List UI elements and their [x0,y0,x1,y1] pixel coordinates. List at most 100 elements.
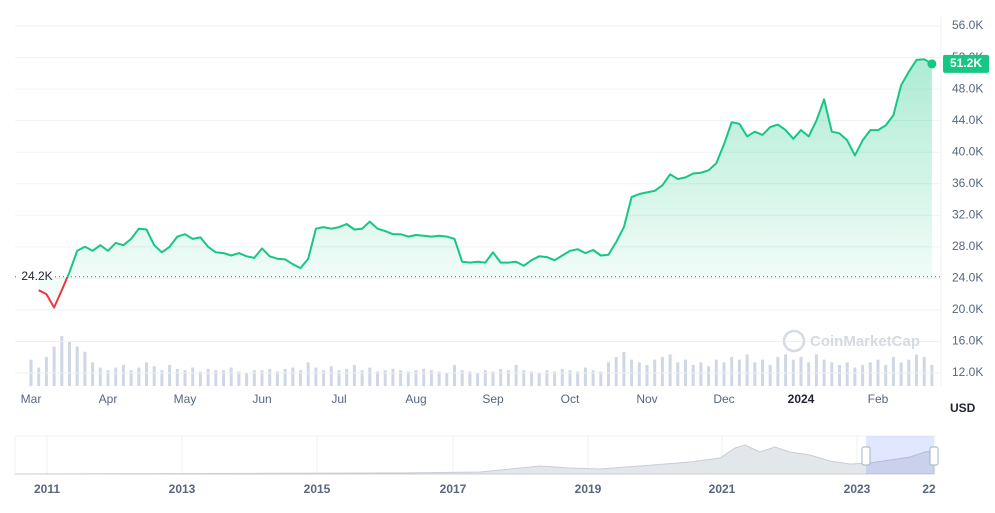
volume-bar [868,362,872,386]
volume-bar [853,367,857,386]
x-tick-label: Aug [405,392,426,406]
volume-bar [198,371,202,386]
volume-bar [121,364,125,386]
y-tick-label: 16.0K [952,334,983,348]
y-tick-label: 24.0K [952,271,983,285]
volume-bar [537,372,541,386]
volume-bar [129,370,133,386]
volume-bar [614,357,618,386]
volume-bar [337,370,341,386]
x-tick-label: May [174,392,197,406]
volume-bar [891,357,895,386]
navigator-label: 22 [922,482,936,496]
x-tick-label: Jul [331,392,346,406]
volume-bar [707,366,711,386]
volume-bar [252,370,256,386]
navigator-handle[interactable] [861,446,871,466]
volume-bar [491,371,495,386]
volume-bar [322,370,326,386]
volume-bar [306,362,310,386]
volume-bar [807,362,811,386]
volume-bar [845,362,849,386]
volume-bar [514,364,518,386]
volume-bar [899,362,903,386]
volume-bar [884,364,888,386]
volume-bar [275,371,279,386]
volume-bar [422,368,426,386]
volume-bar [583,367,587,386]
volume-bar [98,367,102,386]
volume-bar [568,370,572,386]
volume-bar [576,371,580,386]
volume-bar [260,370,264,386]
volume-bar [722,362,726,386]
volume-bar [352,364,356,386]
volume-bar [660,357,664,386]
volume-bar [637,362,641,386]
volume-bar [114,367,118,386]
volume-bar [814,354,818,386]
volume-bar [75,346,79,386]
volume-bar [668,354,672,386]
volume-bar [699,362,703,386]
area-fill [38,59,932,308]
navigator-label: 2019 [575,482,602,496]
navigator-selection[interactable] [866,436,934,474]
x-tick-label: Jun [252,392,271,406]
price-tag [943,54,989,73]
volume-bar [291,367,295,386]
y-tick-label: 48.0K [952,81,983,95]
y-tick-label: 40.0K [952,144,983,158]
volume-bar [91,362,95,386]
volume-bar [168,364,172,386]
volume-bar [745,354,749,386]
volume-bar [922,357,926,386]
volume-bar [768,364,772,386]
x-tick-label: Sep [482,392,504,406]
x-tick-label: Feb [868,392,889,406]
volume-bar [483,370,487,386]
volume-bar [399,370,403,386]
volume-bar [137,367,141,386]
navigator-handle[interactable] [929,446,939,466]
x-tick-label: Dec [713,392,734,406]
volume-bar [522,370,526,386]
volume-bar [553,371,557,386]
volume-bar [368,367,372,386]
currency-label: USD [950,401,976,415]
x-tick-label: Oct [561,392,580,406]
volume-bar [445,372,449,386]
volume-bar [229,367,233,386]
volume-bar [676,362,680,386]
volume-bar [607,362,610,386]
volume-bar [60,336,64,386]
watermark-text: CoinMarketCap [810,333,920,350]
volume-bar [37,367,41,386]
volume-bar [622,351,626,386]
y-tick-label: 44.0K [952,113,983,127]
navigator-label: 2023 [844,482,871,496]
volume-bar [599,371,603,386]
volume-bar [468,371,472,386]
volume-bar [691,364,695,386]
volume-bar [329,366,333,386]
volume-bar [283,368,287,386]
volume-bar [52,346,56,386]
volume-bar [245,372,249,386]
volume-bar [183,370,187,386]
grid-layer: 12.0K 16.0K 20.0K 24.0K 28.0K 32.0K 36.0K 40.0K… [15,18,983,406]
volume-bar [145,362,148,386]
volume-bar [799,357,803,386]
volume-bar [83,351,87,386]
y-tick-label: 28.0K [952,239,983,253]
watermark: CoinMarketCap [782,329,920,353]
y-tick-label: 56.0K [952,18,983,32]
volume-bar [314,367,318,386]
volume-bar [106,370,110,386]
volume-bar [214,370,218,386]
volume-bar [499,368,503,386]
volume-bar [730,357,734,386]
volume-bar [376,371,379,386]
